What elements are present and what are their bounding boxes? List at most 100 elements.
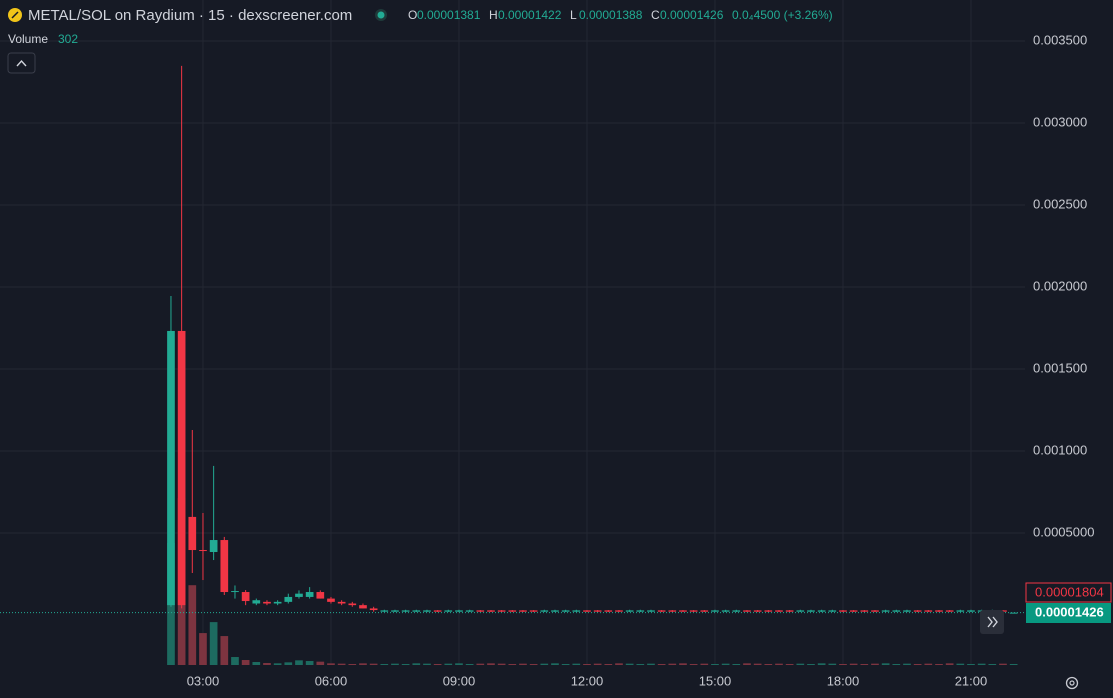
volume-bar bbox=[657, 664, 666, 665]
candle-body bbox=[924, 610, 933, 612]
candle-body bbox=[903, 610, 911, 612]
volume-bar bbox=[188, 585, 197, 665]
candle-body bbox=[337, 601, 346, 604]
settings-button[interactable] bbox=[1065, 676, 1079, 690]
candle-body bbox=[945, 610, 954, 612]
settings-icon bbox=[1069, 680, 1075, 686]
volume-bar bbox=[881, 663, 890, 665]
candle-body bbox=[711, 610, 719, 612]
candle-body bbox=[188, 516, 197, 551]
volume-bar bbox=[679, 663, 687, 665]
reference-price-box bbox=[1025, 582, 1112, 603]
y-tick-label: 0.001000 bbox=[1033, 442, 1087, 457]
candle-body bbox=[380, 610, 389, 612]
y-tick-label: 0.0005000 bbox=[1033, 524, 1094, 539]
volume-bar bbox=[945, 663, 954, 665]
candle-body bbox=[487, 610, 495, 612]
volume-bar bbox=[593, 663, 602, 665]
volume-value: 302 bbox=[58, 32, 78, 46]
candle-body bbox=[764, 610, 773, 612]
volume-bar bbox=[849, 663, 858, 665]
candle-body bbox=[604, 610, 613, 612]
ohlc-key: L bbox=[570, 8, 577, 22]
volume-bar bbox=[273, 663, 282, 665]
candle-body bbox=[263, 601, 271, 604]
x-tick-label: 15:00 bbox=[699, 673, 732, 688]
y-tick-label: 0.001500 bbox=[1033, 360, 1087, 375]
grid bbox=[0, 0, 1025, 665]
volume-bar bbox=[668, 663, 677, 665]
volume-bar bbox=[263, 663, 271, 665]
volume-bar bbox=[519, 663, 527, 665]
candle-body bbox=[423, 610, 431, 612]
volume-bar bbox=[871, 663, 879, 665]
volume-bar bbox=[796, 663, 805, 665]
status-dot bbox=[377, 11, 385, 19]
candle-body bbox=[657, 610, 666, 612]
candle-body bbox=[433, 610, 442, 612]
volume-bar bbox=[412, 663, 421, 665]
volume-bar bbox=[785, 664, 794, 665]
y-tick-label: 0.003500 bbox=[1033, 32, 1087, 47]
x-tick-label: 21:00 bbox=[955, 673, 988, 688]
volume-bar bbox=[295, 660, 303, 665]
candle-body bbox=[892, 610, 901, 612]
candle-body bbox=[273, 601, 282, 604]
x-tick-label: 09:00 bbox=[443, 673, 476, 688]
candle-body bbox=[561, 610, 570, 612]
ohlc-key: O bbox=[408, 8, 417, 22]
collapse-button[interactable] bbox=[7, 52, 36, 74]
last-price: 0.00001426 bbox=[1035, 604, 1104, 619]
volume-bar bbox=[913, 664, 922, 665]
candle-body bbox=[796, 610, 805, 612]
x-tick-label: 03:00 bbox=[187, 673, 220, 688]
volume-bar bbox=[476, 663, 485, 665]
volume-bar bbox=[977, 663, 986, 665]
volume-bar bbox=[337, 663, 346, 665]
volume-bar bbox=[625, 663, 634, 665]
candle-body bbox=[359, 605, 367, 609]
candle-body bbox=[849, 610, 858, 612]
volume-bar bbox=[369, 663, 378, 665]
candle-body bbox=[519, 610, 527, 612]
volume-bar bbox=[828, 663, 837, 665]
volume-bar bbox=[561, 664, 570, 665]
candle-body bbox=[497, 610, 506, 612]
volume-bar bbox=[465, 664, 474, 665]
candle-body bbox=[572, 610, 581, 612]
ohlc-key: C bbox=[651, 8, 660, 22]
candle-body bbox=[209, 540, 218, 553]
candle-body bbox=[444, 610, 453, 612]
candle-body bbox=[668, 610, 677, 612]
volume-bar bbox=[572, 663, 581, 665]
candle-body bbox=[967, 610, 975, 612]
volume-bar bbox=[305, 661, 314, 665]
volume-bar bbox=[209, 622, 218, 665]
candle-layer bbox=[0, 65, 1025, 614]
candle-body bbox=[401, 610, 410, 612]
ohlc-value: 0.00001388 bbox=[579, 8, 643, 22]
candle-body bbox=[860, 610, 869, 612]
candle-body bbox=[412, 610, 421, 612]
candle-body bbox=[839, 610, 847, 612]
candle-body bbox=[775, 610, 783, 612]
x-tick-label: 18:00 bbox=[827, 673, 860, 688]
chart-title: METAL/SOL on Raydium · 15 · dexscreener.… bbox=[28, 7, 352, 24]
volume-bar bbox=[967, 664, 975, 665]
volume-bar bbox=[199, 633, 207, 665]
volume-bar bbox=[380, 664, 389, 665]
volume-bar bbox=[444, 663, 453, 665]
candle-body bbox=[231, 591, 239, 593]
volume-bar bbox=[775, 663, 783, 665]
volume-bar bbox=[636, 664, 645, 665]
candle-body bbox=[348, 603, 357, 606]
candle-body bbox=[252, 600, 261, 604]
collapse-icon bbox=[16, 59, 27, 67]
candle-body bbox=[391, 610, 399, 612]
y-tick-label: 0.002000 bbox=[1033, 278, 1087, 293]
volume-bar bbox=[924, 663, 933, 665]
candle-body bbox=[956, 610, 965, 612]
volume-bar bbox=[487, 663, 495, 665]
